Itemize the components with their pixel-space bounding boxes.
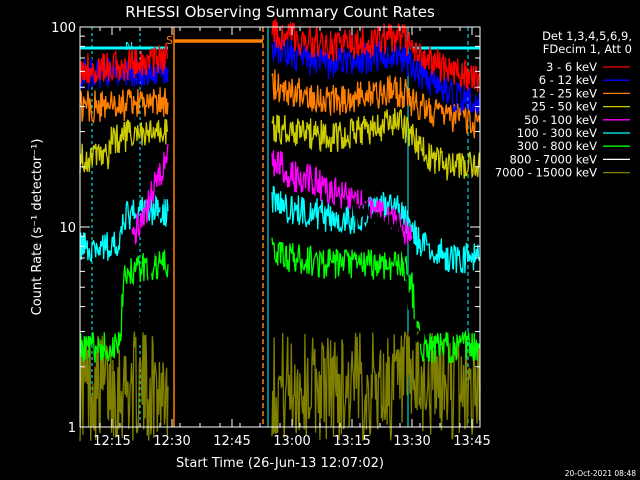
x-tick-label-3: 13:00 [273,434,310,449]
flag-letter-n: N [125,40,133,53]
series-line-2-0 [79,87,169,124]
y-tick-label-2: 100 [51,21,76,36]
x-tick-label-5: 13:30 [393,434,430,449]
x-tick-label-1: 12:30 [153,434,190,449]
legend-label-5: 100 - 300 keV [517,126,597,140]
series-line-0-1 [271,17,481,92]
series-line-7-1 [351,196,425,348]
series-line-3-1 [271,107,481,181]
series-line-3-0 [79,118,169,173]
legend-label-4: 50 - 100 keV [524,113,597,127]
legend-label-8: 7000 - 15000 keV [495,166,597,180]
series-line-6-1 [271,237,481,364]
series-line-0-0 [79,42,169,84]
x-tick-label-6: 13:45 [453,434,490,449]
series-line-8-0 [79,331,169,442]
legend-header-line-1: Det 1,3,4,5,6,9, [542,29,632,43]
y-tick-label-0: 1 [68,421,76,436]
series-line-6-0 [79,249,169,363]
legend-label-6: 300 - 800 keV [517,139,597,153]
series-line-2-1 [271,69,481,139]
series-line-1-1 [271,33,481,115]
x-tick-label-2: 12:45 [213,434,250,449]
series-line-5-1 [271,185,481,274]
x-tick-label-4: 13:15 [333,434,370,449]
legend-label-0: 3 - 6 keV [546,60,597,74]
series-line-5-0 [79,194,169,262]
series-line-4-0 [131,143,169,245]
series-line-8-1 [271,331,481,442]
footer-date: 20-Oct-2021 08:48 [565,469,636,478]
y-axis-label: Count Rate (s⁻¹ detector⁻¹) [30,139,45,316]
series-line-4-1 [271,150,413,245]
flag-letter-s: S [166,34,173,47]
legend-label-1: 6 - 12 keV [539,73,597,87]
series-line-7-0 [139,164,169,343]
chart-title: RHESSI Observing Summary Count Rates [125,3,435,21]
legend-label-3: 25 - 50 keV [531,100,597,114]
x-tick-label-0: 12:15 [93,434,130,449]
x-axis-label: Start Time (26-Jun-13 12:07:02) [176,456,384,471]
plot-area: N S 12:15 12:30 12:45 13:00 13:15 13:30 13:45 1 10… [51,17,491,449]
legend-label-2: 12 - 25 keV [531,86,597,100]
legend-label-7: 800 - 7000 keV [509,152,597,166]
legend-header-line-2: FDecim 1, Att 0 [543,42,632,56]
y-tick-label-1: 10 [59,221,76,236]
